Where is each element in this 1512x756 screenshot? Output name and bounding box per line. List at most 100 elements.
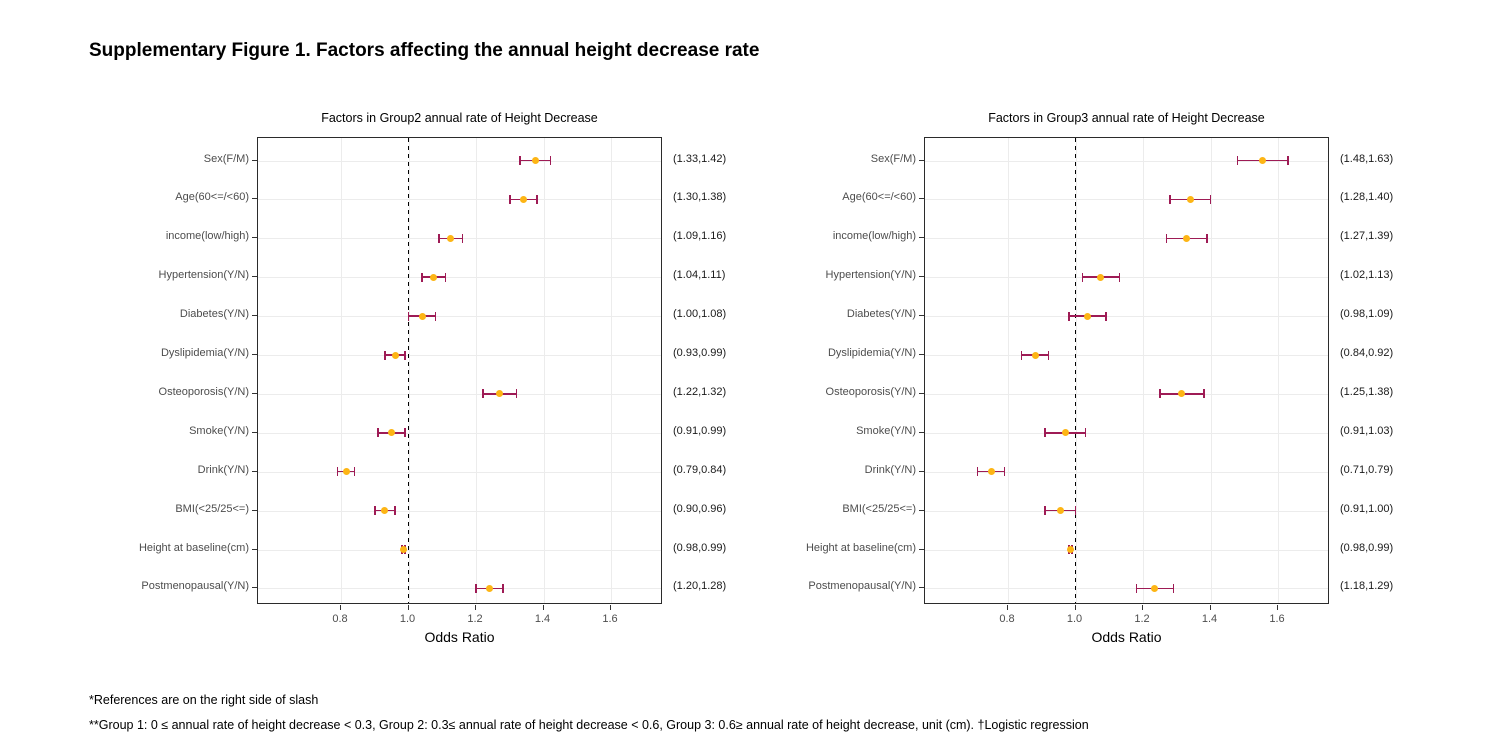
point-estimate — [381, 507, 389, 515]
y-tick-mark — [919, 509, 924, 511]
y-gridline — [258, 355, 661, 356]
y-gridline — [258, 549, 661, 551]
ci-label: (1.09,1.16) — [673, 230, 727, 243]
footnote-references: *References are on the right side of sla… — [89, 693, 319, 707]
error-bar-cap-high — [1209, 194, 1212, 204]
point-estimate — [430, 273, 438, 281]
point-estimate — [486, 584, 494, 592]
error-bar-cap-low — [407, 311, 410, 321]
error-bar-cap-high — [1206, 233, 1208, 243]
point-estimate — [418, 312, 426, 320]
x-tick-mark — [1277, 605, 1279, 610]
y-gridline — [925, 160, 1328, 162]
y-axis-label: Sex(F/M) — [870, 152, 916, 165]
point-estimate — [1259, 157, 1267, 164]
error-bar-cap-low — [1044, 506, 1046, 516]
error-bar-cap-low — [1020, 350, 1023, 360]
x-gridline — [1210, 138, 1212, 603]
point-estimate — [1083, 312, 1091, 320]
y-gridline — [925, 471, 1328, 473]
error-bar-cap-low — [1135, 583, 1138, 593]
point-estimate — [987, 468, 995, 476]
y-axis-label: Drink(Y/N) — [197, 463, 249, 476]
y-axis-label: income(low/high) — [165, 230, 249, 243]
error-bar-cap-low — [976, 467, 979, 477]
ci-label: (1.00,1.08) — [673, 308, 727, 321]
y-tick-mark — [919, 276, 924, 278]
error-bar-cap-high — [536, 194, 538, 204]
point-estimate — [342, 468, 350, 476]
ci-label: (1.30,1.38) — [673, 191, 727, 204]
x-tick-label: 1.6 — [602, 613, 618, 625]
error-bar-cap-high — [1047, 350, 1050, 360]
y-tick-mark — [252, 470, 257, 472]
y-tick-mark — [252, 587, 257, 589]
y-tick-mark — [252, 159, 257, 161]
y-tick-mark — [252, 392, 257, 394]
error-bar-cap-high — [1084, 428, 1087, 438]
x-tick-label: 1.2 — [1134, 613, 1150, 625]
ci-label: (1.22,1.32) — [673, 385, 727, 398]
point-estimate — [1178, 390, 1186, 398]
error-bar-cap-low — [482, 389, 484, 399]
y-tick-mark — [919, 548, 924, 550]
y-axis-label: Age(60<=/<60) — [175, 191, 249, 204]
error-bar-cap-high — [404, 428, 406, 438]
ci-label: (0.91,1.03) — [1340, 424, 1394, 437]
ci-label: (1.48,1.63) — [1340, 152, 1394, 165]
ci-label: (0.71,0.79) — [1340, 463, 1394, 476]
error-bar-cap-high — [434, 311, 437, 321]
footnote-group-definitions: **Group 1: 0 ≤ annual rate of height dec… — [89, 718, 1089, 732]
panel-title: Factors in Group2 annual rate of Height … — [321, 111, 598, 125]
y-tick-mark — [919, 392, 924, 394]
x-gridline — [1143, 138, 1145, 603]
plot-panel — [257, 137, 662, 604]
figure-title: Supplementary Figure 1. Factors affectin… — [89, 40, 760, 61]
point-estimate — [1183, 234, 1191, 242]
y-axis-label: Height at baseline(cm) — [138, 541, 249, 554]
point-estimate — [447, 234, 455, 242]
ci-label: (0.91,0.99) — [673, 424, 727, 437]
error-bar-cap-low — [1068, 311, 1070, 321]
y-axis-label: Diabetes(Y/N) — [846, 308, 916, 321]
x-gridline — [1008, 138, 1010, 603]
ci-label: (1.02,1.13) — [1340, 269, 1394, 282]
error-bar-cap-low — [509, 194, 511, 204]
ci-label: (1.20,1.28) — [673, 580, 727, 593]
y-axis-label: Postmenopausal(Y/N) — [808, 580, 916, 593]
y-gridline — [925, 238, 1328, 240]
y-tick-mark — [919, 470, 924, 472]
error-bar-cap-low — [336, 467, 339, 477]
y-tick-mark — [252, 237, 257, 239]
y-axis-label: Postmenopausal(Y/N) — [141, 580, 249, 593]
error-bar-cap-low — [1169, 194, 1171, 204]
error-bar-cap-high — [502, 583, 504, 593]
y-axis-label: income(low/high) — [832, 230, 916, 243]
error-bar-cap-low — [374, 506, 376, 516]
error-bar-cap-low — [384, 350, 386, 360]
x-tick-mark — [1209, 605, 1211, 610]
y-gridline — [258, 277, 661, 279]
y-tick-mark — [252, 315, 257, 317]
error-bar-cap-high — [353, 467, 356, 477]
x-tick-mark — [407, 605, 409, 610]
y-tick-mark — [252, 431, 257, 433]
y-tick-mark — [919, 237, 924, 239]
point-estimate — [1061, 429, 1069, 437]
y-tick-mark — [919, 431, 924, 433]
y-gridline — [925, 432, 1328, 434]
y-tick-mark — [252, 276, 257, 278]
ci-label: (1.04,1.11) — [673, 269, 726, 282]
y-axis-label: Height at baseline(cm) — [805, 541, 916, 554]
x-tick-mark — [1142, 605, 1144, 610]
y-axis-label: Osteoporosis(Y/N) — [825, 385, 916, 398]
x-tick-mark — [1074, 605, 1076, 610]
error-bar-cap-low — [1159, 389, 1161, 399]
ci-label: (0.98,0.99) — [1340, 541, 1394, 554]
ci-label: (1.33,1.42) — [673, 152, 727, 165]
ci-label: (0.91,1.00) — [1340, 502, 1394, 515]
x-gridline — [1075, 138, 1077, 603]
error-bar-cap-low — [1165, 233, 1168, 243]
point-estimate — [399, 546, 407, 553]
